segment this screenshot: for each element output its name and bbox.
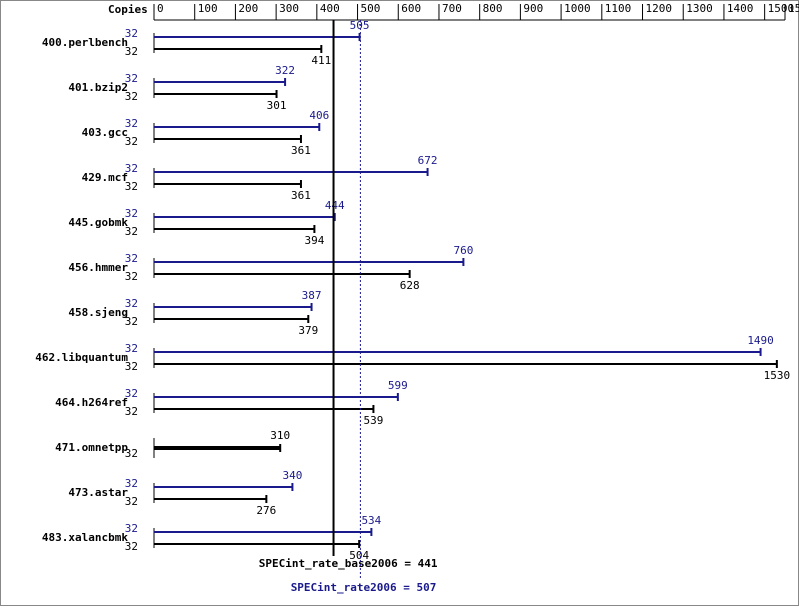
value-label: 387 xyxy=(302,289,322,302)
x-tick-label: 1000 xyxy=(564,2,591,15)
benchmark-label: 471.omnetpp xyxy=(55,441,128,454)
benchmark-label: 456.hmmer xyxy=(68,261,128,274)
x-tick-label: 1300 xyxy=(686,2,713,15)
copies-label: 32 xyxy=(125,117,138,130)
value-label: 361 xyxy=(291,189,311,202)
value-label: 340 xyxy=(282,469,302,482)
copies-label: 32 xyxy=(125,522,138,535)
copies-label: 32 xyxy=(125,405,138,418)
x-tick-label: 600 xyxy=(401,2,421,15)
copies-label: 32 xyxy=(125,477,138,490)
benchmark-label: 445.gobmk xyxy=(68,216,128,229)
copies-label: 32 xyxy=(125,225,138,238)
benchmark-label: 473.astar xyxy=(68,486,128,499)
copies-label: 32 xyxy=(125,270,138,283)
x-tick-label: 1550 xyxy=(788,2,799,15)
value-label: 301 xyxy=(267,99,287,112)
value-label: 411 xyxy=(311,54,331,67)
x-tick-label: 1200 xyxy=(646,2,673,15)
value-label: 539 xyxy=(363,414,383,427)
benchmark-label: 464.h264ref xyxy=(55,396,128,409)
benchmark-label: 400.perlbench xyxy=(42,36,128,49)
benchmark-label: 458.sjeng xyxy=(68,306,128,319)
value-label: 1490 xyxy=(747,334,774,347)
reference-label: SPECint_rate_base2006 = 441 xyxy=(259,557,438,570)
value-label: 672 xyxy=(418,154,438,167)
x-tick-label: 1100 xyxy=(605,2,632,15)
benchmark-label: 429.mcf xyxy=(82,171,128,184)
value-label: 406 xyxy=(309,109,329,122)
value-label: 504 xyxy=(349,549,369,562)
copies-label: 32 xyxy=(125,540,138,553)
value-label: 760 xyxy=(453,244,473,257)
x-tick-label: 1500 xyxy=(768,2,795,15)
value-label: 361 xyxy=(291,144,311,157)
copies-label: 32 xyxy=(125,27,138,40)
x-tick-label: 100 xyxy=(198,2,218,15)
copies-label: 32 xyxy=(125,342,138,355)
copies-label: 32 xyxy=(125,297,138,310)
x-tick-label: 0 xyxy=(157,2,164,15)
value-label: 1530 xyxy=(764,369,791,382)
copies-label: 32 xyxy=(125,495,138,508)
copies-label: 32 xyxy=(125,72,138,85)
copies-label: 32 xyxy=(125,207,138,220)
x-tick-label: 900 xyxy=(523,2,543,15)
axis-label: Copies xyxy=(108,3,148,16)
x-tick-label: 1400 xyxy=(727,2,754,15)
value-label: 534 xyxy=(361,514,381,527)
copies-label: 32 xyxy=(125,315,138,328)
copies-label: 32 xyxy=(125,135,138,148)
value-label: 628 xyxy=(400,279,420,292)
x-tick-label: 400 xyxy=(320,2,340,15)
value-label: 444 xyxy=(325,199,345,212)
copies-label: 32 xyxy=(125,447,138,460)
benchmark-label: 462.libquantum xyxy=(35,351,128,364)
value-label: 599 xyxy=(388,379,408,392)
copies-label: 32 xyxy=(125,252,138,265)
value-label: 276 xyxy=(256,504,276,517)
copies-label: 32 xyxy=(125,360,138,373)
x-tick-label: 500 xyxy=(361,2,381,15)
copies-label: 32 xyxy=(125,45,138,58)
x-tick-label: 200 xyxy=(238,2,258,15)
value-label: 379 xyxy=(298,324,318,337)
copies-label: 32 xyxy=(125,90,138,103)
value-label: 322 xyxy=(275,64,295,77)
value-label: 394 xyxy=(304,234,324,247)
copies-label: 32 xyxy=(125,162,138,175)
reference-label: SPECint_rate2006 = 507 xyxy=(291,581,437,594)
copies-label: 32 xyxy=(125,387,138,400)
x-tick-label: 300 xyxy=(279,2,299,15)
copies-label: 32 xyxy=(125,180,138,193)
x-tick-label: 700 xyxy=(442,2,462,15)
benchmark-label: 483.xalancbmk xyxy=(42,531,128,544)
benchmark-label: 401.bzip2 xyxy=(68,81,128,94)
value-label: 505 xyxy=(350,19,370,32)
value-label: 310 xyxy=(270,429,290,442)
benchmark-label: 403.gcc xyxy=(82,126,128,139)
x-tick-label: 800 xyxy=(483,2,503,15)
